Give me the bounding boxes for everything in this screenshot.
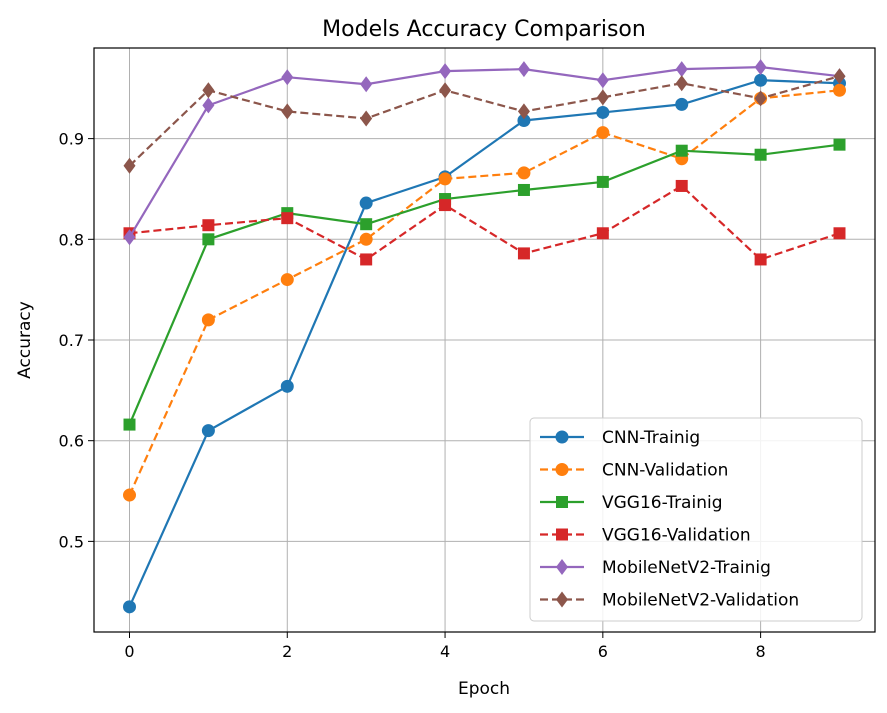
data-point <box>280 273 294 287</box>
data-point <box>201 424 215 438</box>
legend-marker <box>556 591 568 608</box>
legend-label: VGG16-Validation <box>602 526 751 546</box>
x-tick-label: 2 <box>282 642 292 661</box>
x-tick-label: 8 <box>756 642 766 661</box>
data-point <box>201 313 215 327</box>
legend-box <box>529 417 863 622</box>
data-point <box>596 227 609 240</box>
series-5 <box>123 68 846 174</box>
data-point <box>438 172 452 186</box>
legend-marker <box>556 559 568 575</box>
legend-label: MobileNetV2-Validation <box>602 591 799 611</box>
data-point <box>833 138 846 151</box>
data-point <box>202 233 215 246</box>
data-point <box>675 61 688 78</box>
y-axis-label: Accuracy <box>15 301 35 379</box>
legend-marker <box>556 496 568 508</box>
data-point <box>360 110 373 127</box>
data-point <box>517 113 531 127</box>
x-axis-label: Epoch <box>458 679 510 699</box>
x-tick-label: 6 <box>598 642 608 661</box>
legend-entry: MobileNetV2-Validation <box>540 591 799 611</box>
data-point <box>833 227 846 240</box>
data-point <box>517 61 530 78</box>
series-line <box>128 89 840 496</box>
legend-entry: CNN-Validation <box>540 461 728 481</box>
legend-marker <box>555 430 569 444</box>
y-tick-label: 0.6 <box>59 432 84 451</box>
data-point <box>360 253 373 266</box>
data-point <box>596 89 609 106</box>
legend-marker <box>555 463 569 476</box>
data-point <box>123 157 136 174</box>
data-point <box>359 196 373 210</box>
data-point <box>833 83 846 97</box>
legend-entry: VGG16-Trainig <box>540 493 723 513</box>
series-line <box>128 75 840 167</box>
legend: CNN-Trainig CNN-Validation VGG16-Trainig VG… <box>529 417 863 622</box>
data-point <box>281 103 294 120</box>
data-point <box>439 63 452 80</box>
series-layer <box>123 59 846 614</box>
x-tick-label: 4 <box>440 642 450 661</box>
series-line <box>129 184 840 261</box>
legend-entry: MobileNetV2-Trainig <box>540 558 771 578</box>
series-line <box>128 79 840 608</box>
legend-label: CNN-Trainig <box>602 428 700 448</box>
data-point <box>517 247 530 260</box>
series-line <box>128 66 840 238</box>
data-point <box>675 179 688 192</box>
data-point <box>754 73 768 87</box>
data-point <box>754 148 767 161</box>
data-point <box>280 379 294 393</box>
data-point <box>754 59 767 76</box>
data-point <box>596 72 609 89</box>
series-line <box>128 143 840 426</box>
data-point <box>675 75 688 92</box>
y-tick-label: 0.8 <box>59 230 84 249</box>
data-point <box>517 183 530 196</box>
data-point <box>596 126 610 140</box>
y-tick-label: 0.7 <box>59 331 84 350</box>
legend-label: VGG16-Trainig <box>602 493 723 513</box>
legend-marker <box>556 528 568 541</box>
data-point <box>123 418 136 431</box>
data-point <box>123 488 136 502</box>
legend-entry: CNN-Trainig <box>540 428 700 448</box>
data-point <box>360 218 373 231</box>
chart-title: Models Accuracy Comparison <box>322 17 646 42</box>
data-point <box>281 212 294 225</box>
data-point <box>517 166 531 180</box>
data-point <box>202 219 215 232</box>
y-tick-label: 0.5 <box>59 532 84 551</box>
data-point <box>675 144 688 157</box>
ticks: 0 2 4 6 8 0.5 0.6 0.7 0.8 0.9 <box>59 130 766 661</box>
data-point <box>833 68 846 85</box>
data-point <box>360 76 373 93</box>
legend-label: MobileNetV2-Trainig <box>602 558 771 578</box>
data-point <box>596 175 609 188</box>
data-point <box>596 105 610 119</box>
data-point <box>202 82 215 99</box>
data-point <box>281 69 294 86</box>
data-point <box>439 199 452 212</box>
legend-entry: VGG16-Validation <box>540 526 751 546</box>
y-tick-label: 0.9 <box>59 130 84 149</box>
data-point <box>123 229 136 246</box>
data-point <box>439 82 452 99</box>
series-2 <box>123 138 846 431</box>
series-3 <box>123 179 846 266</box>
legend-label: CNN-Validation <box>602 461 728 481</box>
data-point <box>202 97 215 114</box>
data-point <box>675 97 689 111</box>
data-point <box>359 232 373 246</box>
data-point <box>517 103 530 120</box>
data-point <box>754 253 767 266</box>
data-point <box>754 90 767 107</box>
x-tick-label: 0 <box>124 642 134 661</box>
data-point <box>123 600 136 614</box>
